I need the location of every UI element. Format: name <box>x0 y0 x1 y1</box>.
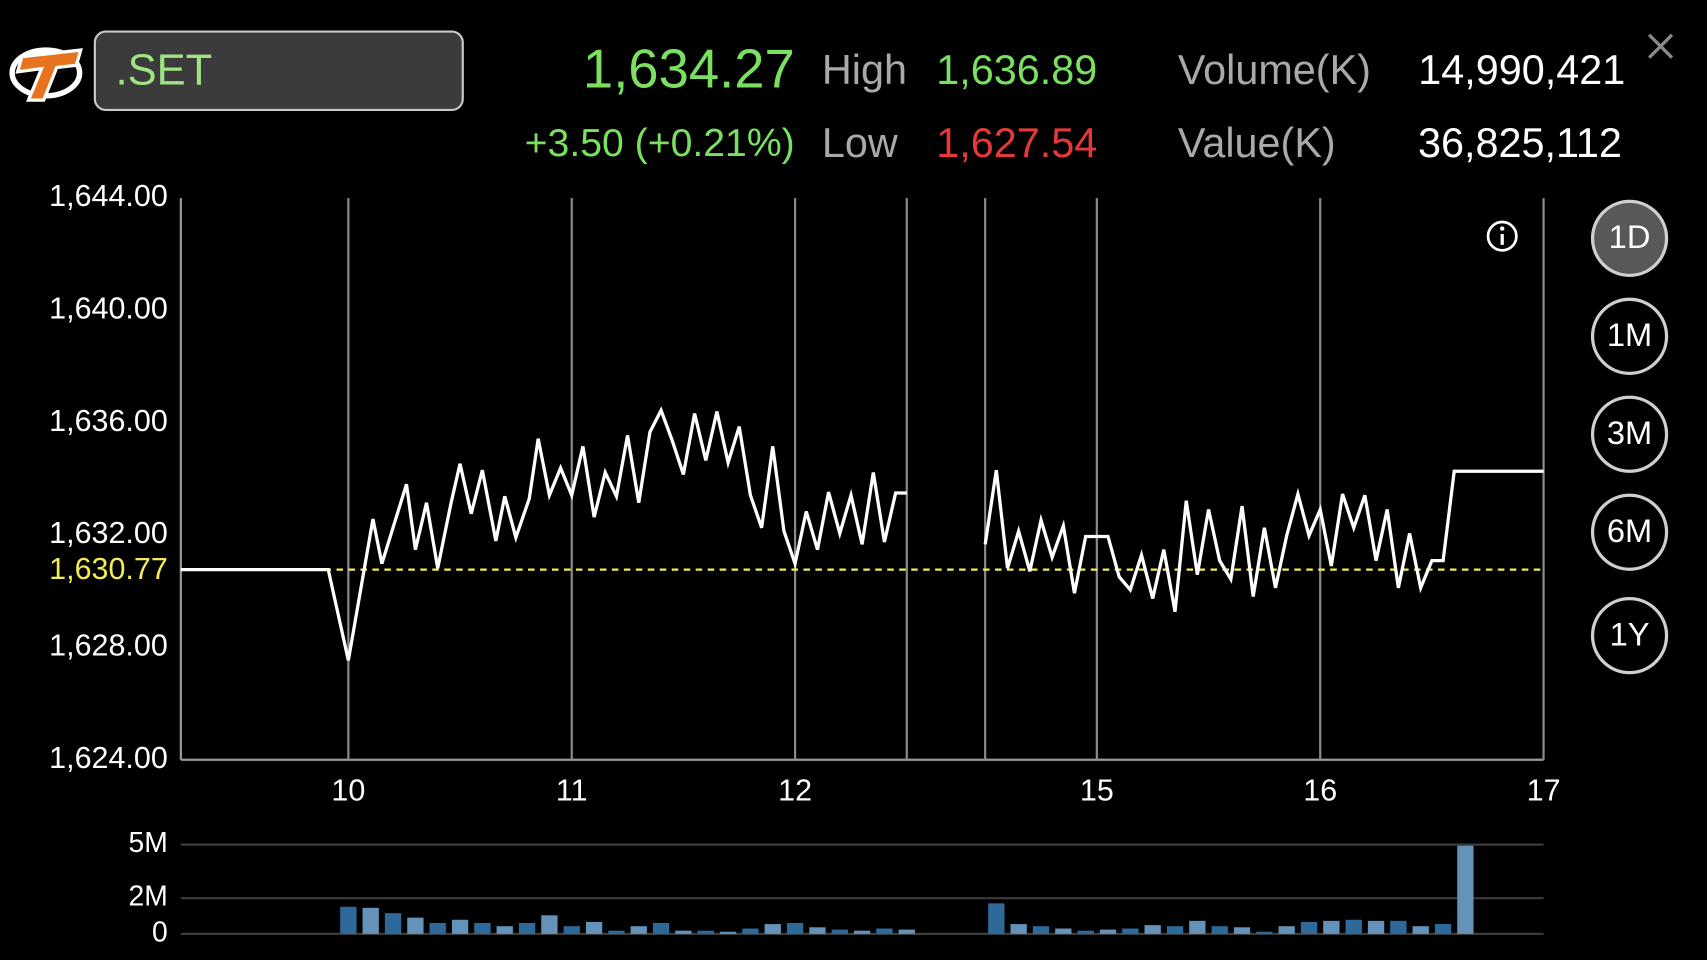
volume-bar <box>1300 921 1318 934</box>
volume-bar <box>1256 931 1273 934</box>
y-tick-label: 1,636.00 <box>49 404 168 438</box>
volume-bar <box>1323 920 1340 934</box>
y-tick-label: 1,628.00 <box>49 628 168 662</box>
volume-bar <box>1367 920 1385 934</box>
low-value: 1,627.54 <box>936 120 1097 166</box>
info-dot[interactable] <box>1500 226 1505 231</box>
volume-bar <box>541 915 558 934</box>
volume-bar <box>1144 925 1161 934</box>
value-value: 36,825,112 <box>1418 120 1622 166</box>
volume-bar <box>1390 920 1407 934</box>
volume-bar <box>831 929 848 934</box>
low-label: Low <box>822 120 898 166</box>
volume-bar <box>1345 919 1362 934</box>
volume-bar <box>1434 924 1452 934</box>
volume-bar <box>988 903 1005 934</box>
volume-bar <box>608 930 625 934</box>
symbol[interactable]: .SET <box>116 46 213 94</box>
x-tick-label: 15 <box>1080 773 1114 807</box>
volume-bar <box>340 906 357 934</box>
high-label: High <box>822 47 907 93</box>
volume-bar <box>1189 920 1206 934</box>
period-button[interactable] <box>1590 597 1669 675</box>
period-button[interactable] <box>1590 297 1669 375</box>
value-label: Value(K) <box>1178 120 1336 166</box>
logo <box>9 47 83 102</box>
volume-bar <box>384 913 402 934</box>
info-button[interactable] <box>1486 220 1518 252</box>
volume-bar <box>764 924 781 934</box>
volume-bar <box>675 930 692 934</box>
y-tick-label: 1,640.00 <box>49 291 168 325</box>
volume-bar <box>1010 924 1027 934</box>
volume-bar <box>585 921 603 934</box>
volume-value: 14,990,421 <box>1418 47 1625 93</box>
y-tick-label: 1,632.00 <box>49 516 168 550</box>
period-label[interactable]: 1Y <box>1610 615 1650 652</box>
volume-bar <box>1032 926 1050 934</box>
change: +3.50 (+0.21%) <box>525 122 795 165</box>
close-button[interactable] <box>1647 33 1674 59</box>
volume-bar <box>1122 928 1139 934</box>
volume-bar <box>652 922 670 934</box>
volume-bar <box>809 927 826 934</box>
volume-bar <box>719 931 737 934</box>
last-price: 1,634.27 <box>583 38 795 99</box>
high-value: 1,636.89 <box>936 47 1097 93</box>
y-tick-label: 0 <box>152 915 168 947</box>
period-label[interactable]: 1M <box>1607 316 1652 353</box>
period-button[interactable] <box>1590 395 1669 473</box>
volume-bar <box>1233 927 1251 934</box>
close-stroke[interactable] <box>1647 33 1674 59</box>
volume-bar <box>451 919 469 934</box>
x-tick-label: 16 <box>1303 773 1337 807</box>
symbol-box[interactable] <box>93 30 464 112</box>
period-label[interactable]: 3M <box>1607 414 1652 451</box>
volume-label: Volume(K) <box>1178 47 1371 93</box>
x-tick-label: 10 <box>331 773 365 807</box>
volume-bar <box>630 926 647 934</box>
volume-bar <box>1457 845 1474 934</box>
volume-bar <box>1055 928 1072 934</box>
volume-bar <box>1099 929 1117 934</box>
volume-bar <box>496 926 513 934</box>
y-tick-label: 1,624.00 <box>49 741 168 775</box>
reference-label: 1,630.77 <box>49 552 168 586</box>
volume-bar <box>563 926 580 934</box>
volume-bar <box>742 928 759 934</box>
info-ring[interactable] <box>1486 220 1518 252</box>
volume-bar <box>518 922 536 934</box>
volume-bar <box>853 930 871 934</box>
volume-bar <box>898 929 915 934</box>
y-tick-label: 1,644.00 <box>49 179 168 213</box>
volume-bar <box>1211 926 1228 934</box>
volume-bar <box>429 922 446 934</box>
x-tick-label: 12 <box>778 773 812 807</box>
volume-bar <box>407 917 424 934</box>
period-label[interactable]: 1D <box>1609 218 1651 255</box>
y-tick-label: 5M <box>128 826 167 858</box>
volume-bar <box>786 922 804 934</box>
volume-bar <box>1166 926 1184 934</box>
x-tick-label: 11 <box>556 773 588 807</box>
volume-bar <box>1077 930 1094 934</box>
x-tick-label: 17 <box>1527 773 1561 807</box>
volume-bar <box>362 907 379 934</box>
period-button[interactable] <box>1590 493 1669 571</box>
price-line <box>180 406 1544 661</box>
logo-mark <box>15 48 83 102</box>
volume-bar <box>876 928 893 934</box>
volume-bar <box>1278 926 1295 934</box>
volume-bar <box>697 930 714 934</box>
y-tick-label: 2M <box>128 880 167 912</box>
period-button[interactable] <box>1590 199 1669 278</box>
volume-bar <box>1412 926 1429 934</box>
period-label[interactable]: 6M <box>1607 512 1652 549</box>
volume-bar <box>474 922 491 934</box>
